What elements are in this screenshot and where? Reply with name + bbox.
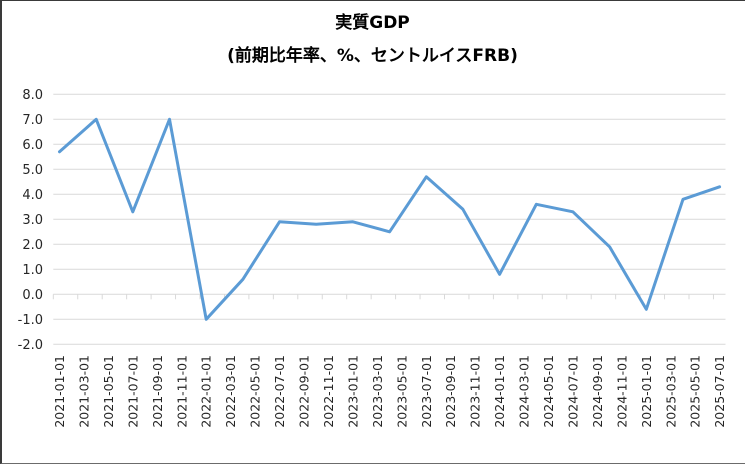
x-tick-label: 2025-01-01 [639, 355, 654, 428]
chart-title: 実質GDP [335, 13, 410, 33]
y-tick-label: 5.0 [22, 163, 43, 178]
x-tick-label: 2023-11-01 [468, 355, 483, 428]
x-tick-label: 2024-07-01 [565, 355, 580, 428]
y-tick-label: 0.0 [22, 288, 43, 303]
x-tick-label: 2022-07-01 [272, 355, 287, 428]
x-tick-label: 2025-03-01 [663, 355, 678, 428]
x-tick-label: 2022-01-01 [199, 355, 214, 428]
y-axis-labels: 8.0 7.0 6.0 5.0 4.0 3.0 2.0 1.0 0.0 -1.0 -2.0 [18, 88, 43, 353]
x-axis-ticks [52, 294, 714, 300]
y-tick-label: -2.0 [18, 338, 43, 353]
y-tick-label: 4.0 [22, 188, 43, 203]
x-tick-label: 2024-09-01 [590, 355, 605, 428]
x-tick-label: 2021-07-01 [125, 355, 140, 428]
x-tick-label: 2024-05-01 [541, 355, 556, 428]
x-tick-label: 2024-01-01 [492, 355, 507, 428]
x-tick-label: 2021-09-01 [150, 355, 165, 428]
x-tick-label: 2022-03-01 [223, 355, 238, 428]
x-tick-label: 2025-05-01 [688, 355, 703, 428]
x-tick-label: 2023-01-01 [345, 355, 360, 428]
x-tick-label: 2022-09-01 [297, 355, 312, 428]
y-tick-label: 3.0 [22, 213, 43, 228]
y-tick-label: 8.0 [22, 88, 43, 103]
x-tick-label: 2024-11-01 [614, 355, 629, 428]
y-tick-label: 1.0 [22, 263, 43, 278]
x-tick-label: 2024-03-01 [517, 355, 532, 428]
gridlines [53, 93, 726, 345]
x-tick-label: 2023-09-01 [443, 355, 458, 428]
x-tick-label: 2021-01-01 [52, 355, 67, 428]
x-tick-label: 2023-05-01 [394, 355, 409, 428]
x-tick-label: 2023-07-01 [419, 355, 434, 428]
y-tick-label: 7.0 [22, 113, 43, 128]
x-tick-label: 2023-03-01 [370, 355, 385, 428]
y-tick-label: 6.0 [22, 138, 43, 153]
x-tick-label: 2021-11-01 [174, 355, 189, 428]
x-tick-label: 2025-07-01 [712, 355, 727, 428]
x-axis-labels: 2021-01-01 2021-03-01 2021-05-01 2021-07-01… [52, 355, 727, 428]
x-tick-label: 2021-05-01 [101, 355, 116, 428]
x-tick-label: 2022-05-01 [248, 355, 263, 428]
x-tick-label: 2021-03-01 [76, 355, 91, 428]
series-line-real-gdp [58, 117, 722, 321]
chart-subtitle: (前期比年率、%、セントルイスFRB) [227, 46, 518, 66]
x-tick-label: 2022-11-01 [321, 355, 336, 428]
y-tick-label: -1.0 [18, 313, 43, 328]
y-tick-label: 2.0 [22, 238, 43, 253]
